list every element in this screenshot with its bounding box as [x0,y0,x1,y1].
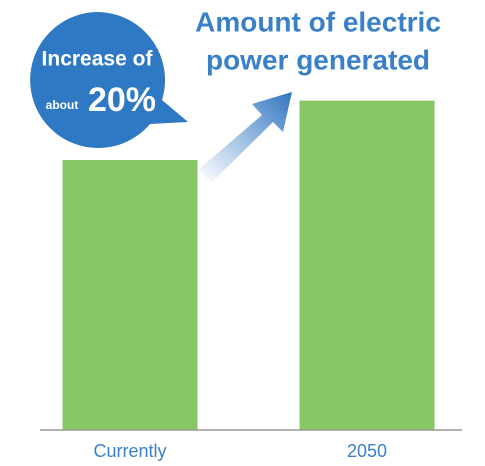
arrow [198,92,292,182]
bar [62,160,198,430]
bars [62,100,435,430]
x-tick-label: 2050 [347,441,387,461]
chart-title: power generated [206,44,430,75]
chart-title: Amount of electric [195,6,441,37]
bar [299,100,435,430]
callout-bubble [30,12,188,148]
x-tick-label: Currently [93,441,166,461]
annotation-big: 20% [88,81,156,119]
annotation-small: about [46,98,79,112]
annotation-line: Increase of [42,48,154,71]
